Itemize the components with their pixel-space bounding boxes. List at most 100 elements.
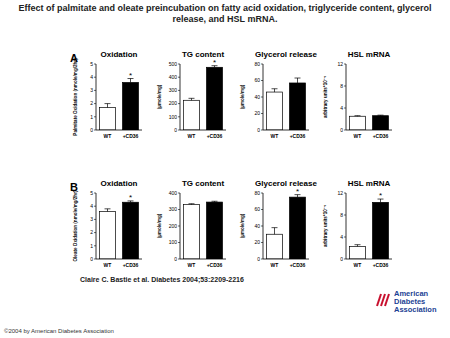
- y-tick-label: 60: [254, 77, 260, 83]
- y-tick-label: 100: [169, 114, 178, 120]
- background: [0, 0, 450, 338]
- error-cap: [295, 78, 301, 79]
- chart: TG content(µmole/mg)0100200300400500WT+C…: [157, 50, 226, 139]
- x-tick-label: WT: [354, 133, 362, 139]
- marks: [184, 201, 223, 259]
- x-axis: [180, 130, 226, 131]
- y-tick-label: 0: [90, 256, 93, 262]
- marks: [184, 66, 223, 130]
- error-stem: [107, 209, 108, 212]
- y-tick-label: 0: [340, 127, 343, 133]
- y-tick-label: 4: [90, 203, 93, 209]
- y-tick-label: 40: [254, 94, 260, 100]
- y-axis-label: (µmole/mg): [157, 84, 162, 109]
- y-axis: [263, 193, 264, 259]
- y-tick-label: 80: [254, 61, 260, 67]
- y-tick-label: 1: [90, 114, 93, 120]
- bar: [290, 197, 306, 259]
- x-tick-label: WT: [271, 262, 279, 268]
- y-tick-label: 4: [340, 105, 343, 111]
- x-tick-label: WT: [188, 262, 196, 268]
- y-tick-label: 400: [169, 74, 178, 80]
- y-tick-label: 100: [169, 239, 178, 245]
- chart: Glycerol release(µmole/mg)020406080WT+CD…: [240, 50, 317, 139]
- y-axis-label: Oleate Oxidation (nmole/mg/2hr): [73, 190, 78, 261]
- bar: [184, 205, 200, 259]
- bar: [100, 211, 116, 259]
- y-axis-label: Palmitate Oxidation (nmole/mg/2hr): [73, 58, 78, 136]
- citation: Claire C. Bastie et al. Diabetes 2004;53…: [80, 276, 244, 284]
- y-tick-label: 80: [254, 190, 260, 196]
- logo-stroke: [385, 294, 389, 306]
- error-cap: [355, 244, 361, 245]
- error-stem: [107, 104, 108, 108]
- bar: [184, 100, 200, 130]
- error-bar: [295, 78, 301, 83]
- x-tick-label: +CD36: [207, 133, 223, 139]
- bar: [267, 92, 283, 130]
- x-axis: [346, 130, 392, 131]
- y-axis-label: (µmole/mg): [240, 84, 245, 109]
- y-axis-label: arbitrary units*10⁻⁴: [323, 204, 328, 247]
- bar: [373, 202, 389, 259]
- chart-title: TG content: [182, 50, 225, 59]
- title: Effect of palmitate and oleate preincuba…: [18, 3, 431, 24]
- title-line: Effect of palmitate and oleate preincuba…: [18, 3, 431, 13]
- y-tick-label: 0: [174, 256, 177, 262]
- chart-title: HSL mRNA: [348, 50, 391, 59]
- y-tick-label: 60: [254, 206, 260, 212]
- error-bar: [272, 228, 278, 235]
- logo-stroke: [377, 294, 381, 306]
- chart-title: Oxidation: [101, 50, 138, 59]
- chart: OxidationOleate Oxidation (nmole/mg/2hr)…: [73, 179, 142, 268]
- y-tick-label: 4: [340, 234, 343, 240]
- error-bar: [378, 115, 384, 117]
- error-bar: [105, 209, 111, 212]
- y-tick-label: 1: [90, 243, 93, 249]
- publisher-logo: AmericanDiabetesAssociation: [377, 289, 437, 314]
- x-tick-label: +CD36: [373, 133, 389, 139]
- y-axis: [180, 193, 181, 259]
- publisher-line: Association: [394, 305, 437, 314]
- x-tick-label: +CD36: [207, 262, 223, 268]
- error-stem: [274, 228, 275, 235]
- marks: [350, 115, 389, 130]
- error-bar: [212, 201, 218, 203]
- bar: [207, 67, 223, 130]
- y-tick-label: 0: [90, 127, 93, 133]
- marks: [267, 78, 306, 130]
- y-axis: [346, 64, 347, 130]
- y-axis-label: arbitrary units*10⁻⁴: [323, 75, 328, 118]
- error-cap: [272, 88, 278, 89]
- x-axis: [96, 130, 142, 131]
- y-axis: [263, 64, 264, 130]
- error-cap: [378, 115, 384, 116]
- bar: [123, 202, 139, 259]
- x-tick-label: +CD36: [373, 262, 389, 268]
- error-stem: [297, 78, 298, 83]
- y-axis-label: (µmole/mg): [240, 213, 245, 238]
- y-axis-label: (µmole/mg): [157, 213, 162, 238]
- y-tick-label: 8: [340, 212, 343, 218]
- x-tick-label: WT: [271, 133, 279, 139]
- bar: [350, 116, 366, 130]
- error-cap: [105, 103, 111, 104]
- chart: TG content(µmole/mg)0100200300400WT+CD36: [157, 179, 226, 268]
- x-tick-label: WT: [104, 262, 112, 268]
- error-bar: [189, 98, 195, 100]
- error-bar: [355, 115, 361, 117]
- y-tick-label: 4: [90, 74, 93, 80]
- y-tick-label: 20: [254, 239, 260, 245]
- bar: [290, 83, 306, 130]
- y-tick-label: 300: [169, 87, 178, 93]
- y-tick-label: 5: [90, 190, 93, 196]
- y-tick-label: 200: [169, 100, 178, 106]
- y-axis: [346, 193, 347, 259]
- y-tick-label: 12: [337, 190, 343, 196]
- error-bar: [105, 104, 111, 108]
- annotation: *: [379, 191, 382, 200]
- x-tick-label: +CD36: [290, 262, 306, 268]
- logo-stroke: [381, 294, 385, 306]
- bar: [350, 246, 366, 259]
- marks: [100, 79, 139, 130]
